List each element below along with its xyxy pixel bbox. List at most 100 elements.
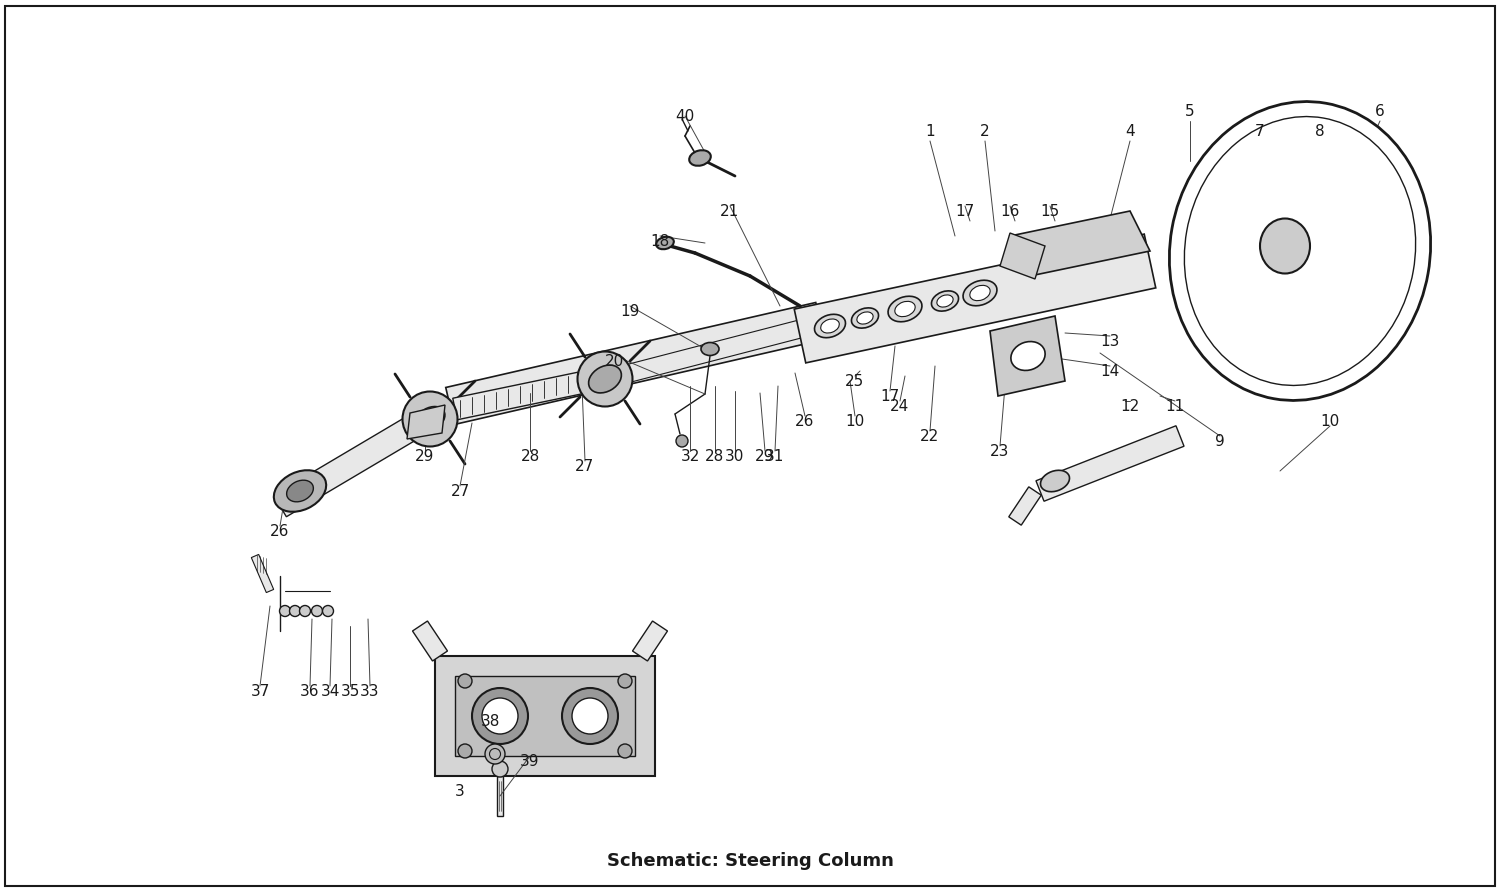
Circle shape [312,606,322,617]
Text: 23: 23 [990,444,1010,459]
Text: 10: 10 [846,413,864,429]
Circle shape [472,688,528,744]
Text: 5: 5 [1185,103,1196,119]
Ellipse shape [852,308,879,328]
Text: 8: 8 [1316,124,1324,138]
Polygon shape [252,554,273,593]
Text: 28: 28 [520,448,540,463]
Ellipse shape [888,296,922,322]
Text: 27: 27 [576,459,594,473]
Text: 29: 29 [756,448,774,463]
Text: 28: 28 [705,448,724,463]
Ellipse shape [656,237,674,249]
Text: 3: 3 [454,783,465,798]
Text: 36: 36 [300,683,320,699]
Text: 27: 27 [450,484,470,498]
Circle shape [484,744,506,764]
Polygon shape [1036,426,1184,502]
Text: 13: 13 [1101,333,1119,348]
Text: 6: 6 [1376,103,1384,119]
Ellipse shape [416,406,446,431]
Polygon shape [446,302,825,424]
Text: 39: 39 [520,754,540,769]
Text: 1: 1 [926,124,934,138]
Text: 9: 9 [1215,434,1225,448]
Text: 25: 25 [846,373,864,388]
Polygon shape [578,320,802,395]
Text: 24: 24 [891,398,909,413]
Ellipse shape [963,281,998,306]
Polygon shape [1010,211,1150,276]
Polygon shape [453,372,582,420]
Ellipse shape [938,295,952,307]
Polygon shape [435,656,656,776]
Text: Schematic: Steering Column: Schematic: Steering Column [606,852,894,870]
Circle shape [618,744,632,758]
Ellipse shape [274,470,326,511]
Text: 11: 11 [1166,398,1185,413]
Ellipse shape [970,285,990,300]
Text: 33: 33 [360,683,380,699]
Text: 10: 10 [1320,413,1340,429]
Polygon shape [1000,233,1045,279]
Circle shape [572,698,608,734]
Ellipse shape [815,315,846,338]
Circle shape [290,606,300,617]
Ellipse shape [1185,117,1416,386]
Text: 26: 26 [795,413,814,429]
Text: 14: 14 [1101,364,1119,379]
Circle shape [492,761,508,777]
Polygon shape [413,621,447,661]
Circle shape [676,435,688,447]
Text: 38: 38 [480,714,500,729]
Text: 32: 32 [681,448,699,463]
Polygon shape [273,418,417,517]
Text: 40: 40 [675,109,694,124]
Text: 30: 30 [726,448,744,463]
Text: 17: 17 [880,388,900,404]
Ellipse shape [700,342,718,356]
Text: 35: 35 [340,683,360,699]
Text: 21: 21 [720,203,740,218]
Polygon shape [406,405,445,439]
Ellipse shape [1260,218,1310,274]
Text: 18: 18 [651,233,669,249]
Ellipse shape [286,480,314,502]
Ellipse shape [896,301,915,316]
Text: 7: 7 [1256,124,1264,138]
Text: 12: 12 [1120,398,1140,413]
Text: 34: 34 [321,683,339,699]
Text: 29: 29 [416,448,435,463]
Ellipse shape [1170,102,1431,400]
Polygon shape [990,316,1065,396]
Text: 26: 26 [270,524,290,538]
Ellipse shape [856,312,873,324]
Polygon shape [454,676,634,756]
Text: 2: 2 [980,124,990,138]
Text: 19: 19 [621,304,639,318]
Ellipse shape [1041,470,1070,492]
Text: 17: 17 [956,203,975,218]
Polygon shape [496,776,502,816]
Ellipse shape [402,391,457,446]
Circle shape [300,606,310,617]
Circle shape [618,674,632,688]
Ellipse shape [688,151,711,166]
Circle shape [279,606,291,617]
Ellipse shape [821,319,840,333]
Circle shape [562,688,618,744]
Text: 16: 16 [1000,203,1020,218]
Ellipse shape [578,352,633,406]
Text: 20: 20 [606,354,624,369]
Text: 15: 15 [1041,203,1059,218]
Circle shape [322,606,333,617]
Ellipse shape [1011,341,1046,371]
Ellipse shape [932,290,958,311]
Circle shape [458,674,472,688]
Text: 31: 31 [765,448,784,463]
Ellipse shape [588,365,621,393]
Circle shape [458,744,472,758]
Text: 37: 37 [251,683,270,699]
Polygon shape [794,234,1156,363]
Circle shape [482,698,518,734]
